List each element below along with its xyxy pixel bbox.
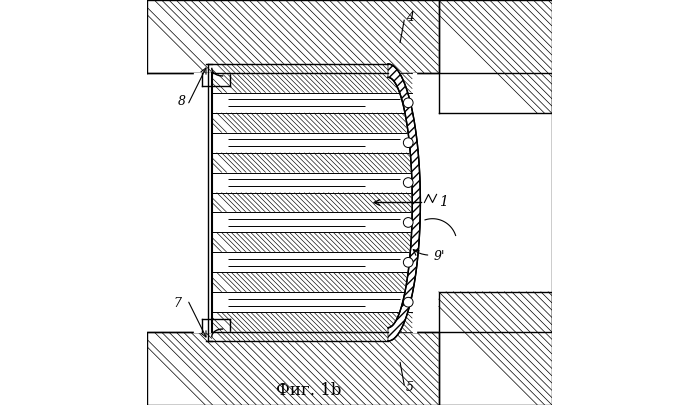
Polygon shape bbox=[388, 64, 420, 341]
Circle shape bbox=[403, 98, 413, 108]
Text: 8: 8 bbox=[178, 95, 185, 108]
Text: Фиг. 1b: Фиг. 1b bbox=[276, 382, 342, 399]
Circle shape bbox=[403, 138, 413, 147]
Text: 7: 7 bbox=[173, 297, 181, 310]
Circle shape bbox=[403, 217, 413, 227]
Text: 1: 1 bbox=[438, 196, 447, 209]
Text: 9': 9' bbox=[434, 250, 445, 263]
Text: 4: 4 bbox=[406, 11, 415, 24]
Circle shape bbox=[403, 297, 413, 307]
Text: 5: 5 bbox=[406, 382, 415, 394]
Circle shape bbox=[403, 258, 413, 267]
Circle shape bbox=[403, 178, 413, 188]
